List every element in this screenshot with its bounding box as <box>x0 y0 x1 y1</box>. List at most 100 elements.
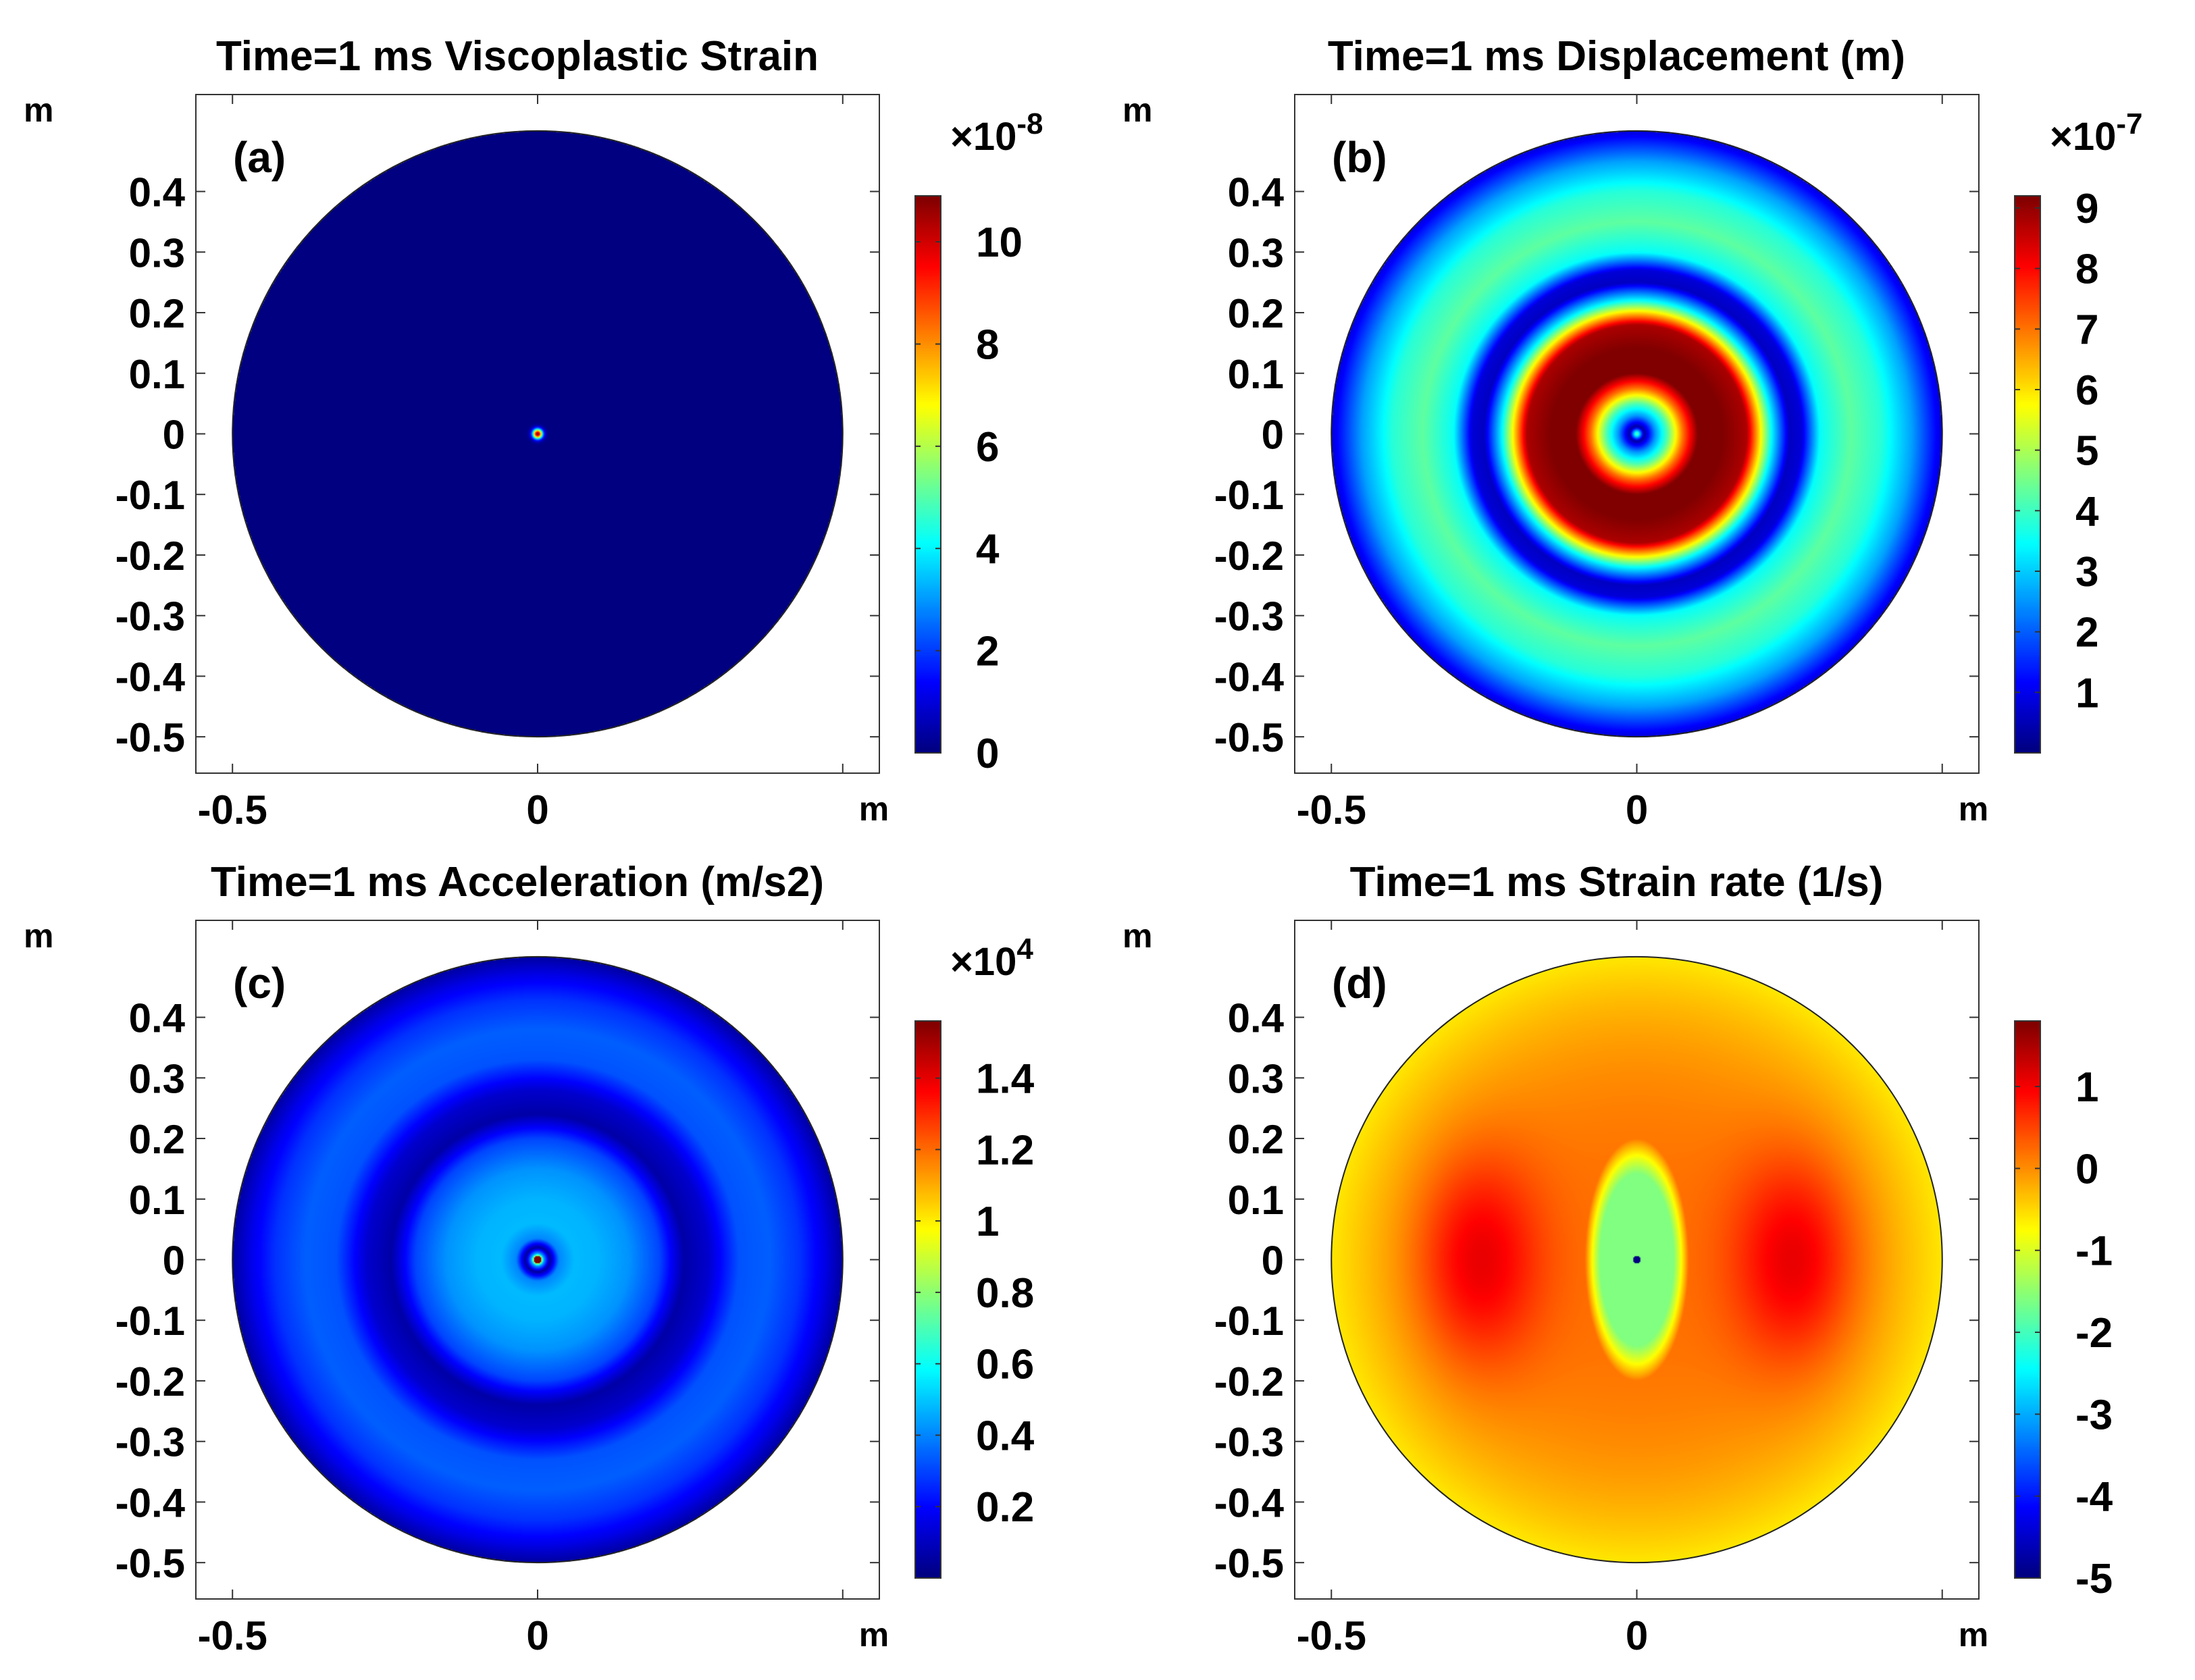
colorbar-tick-label: -5 <box>2075 1556 2113 1602</box>
colorbar-tick-label: 10 <box>976 219 1023 266</box>
colorbar-exponent-base: ×10 <box>2050 115 2116 159</box>
domain-boundary <box>1331 955 1943 1564</box>
panel-label: (c) <box>233 959 286 1007</box>
y-tick-label: -0.4 <box>115 654 186 700</box>
domain-boundary <box>1331 130 1943 738</box>
colorbar-tick-label: 0.8 <box>976 1270 1034 1317</box>
colorbar-tick-label: 9 <box>2075 186 2098 232</box>
colorbar-tick-label: 6 <box>2075 367 2098 414</box>
y-tick-label: -0.3 <box>115 594 185 639</box>
y-tick-label: 0.4 <box>1228 996 1285 1041</box>
x-tick-label: -0.5 <box>1297 787 1366 833</box>
y-tick-label: -0.2 <box>1214 1359 1284 1405</box>
colorbar-tick-label: 0.2 <box>976 1484 1034 1531</box>
x-axis-label: m <box>859 790 889 828</box>
y-tick-label: -0.5 <box>1214 1541 1284 1586</box>
y-tick-label: 0.2 <box>129 291 185 336</box>
colorbar-exponent-label: ×104 <box>950 933 1033 984</box>
y-tick-label: 0.4 <box>1228 170 1285 215</box>
x-axis-label: m <box>1959 1616 1988 1654</box>
y-axis-label: m <box>1122 917 1152 955</box>
colorbar-tick-label: 8 <box>976 321 999 368</box>
x-axis-label: m <box>859 1616 889 1654</box>
colorbar-exponent-label: ×10-7 <box>2050 107 2143 159</box>
panel-title: Time=1 ms Viscoplastic Strain <box>216 33 819 80</box>
y-tick-label: -0.1 <box>1214 1298 1284 1344</box>
colorbar-exponent-power: 4 <box>1016 933 1033 966</box>
y-tick-label: -0.2 <box>1214 533 1284 579</box>
y-tick-label: -0.3 <box>1214 1420 1284 1465</box>
panel-label: (d) <box>1332 959 1387 1007</box>
colorbar-tick-label: 0 <box>2075 1146 2098 1192</box>
y-tick-label: 0.3 <box>1228 1056 1284 1101</box>
y-tick-label: 0.2 <box>129 1117 185 1162</box>
field-image <box>232 956 843 1563</box>
y-tick-label: 0 <box>163 413 185 458</box>
field-image <box>232 130 843 737</box>
y-tick-label: -0.2 <box>115 1359 185 1405</box>
y-tick-label: -0.3 <box>115 1420 185 1465</box>
colorbar-tick-label: 3 <box>2075 549 2098 596</box>
y-tick-label: -0.1 <box>115 473 185 518</box>
y-tick-label: -0.4 <box>1214 654 1285 700</box>
colorbar-exponent-power: -7 <box>2116 107 2142 140</box>
colorbar-tick-label: 0.4 <box>976 1413 1035 1459</box>
colorbar-gradient <box>915 196 941 753</box>
y-tick-label: 0.1 <box>129 352 185 397</box>
x-tick-label: -0.5 <box>198 787 267 833</box>
y-tick-label: 0.1 <box>1228 352 1284 397</box>
panel-title: Time=1 ms Displacement (m) <box>1328 33 1905 80</box>
colorbar-tick-label: 5 <box>2075 428 2098 475</box>
colorbar-tick-label: 1 <box>2075 670 2098 716</box>
colorbar-tick-label: 1.4 <box>976 1056 1035 1103</box>
colorbar-tick-label: 4 <box>976 526 1000 573</box>
colorbar-tick-label: 1.2 <box>976 1127 1034 1174</box>
field-image <box>1331 956 1942 1563</box>
y-axis-label: m <box>1122 91 1152 129</box>
x-tick-label: -0.5 <box>1297 1613 1366 1658</box>
panel-b: Time=1 ms Displacement (m) m m 0.4 0.3 0.2 0.1… <box>1122 33 2143 833</box>
colorbar-exponent-power: -8 <box>1016 107 1043 140</box>
panel-a: Time=1 ms Viscoplastic Strain m m 0.4 0.3 0.2… <box>24 33 1043 833</box>
colorbar-exponent-label: ×10-8 <box>950 107 1043 159</box>
y-axis-label: m <box>24 917 53 955</box>
y-tick-label: 0.4 <box>129 170 186 215</box>
colorbar-tick-label: 1 <box>2075 1064 2098 1111</box>
colorbar-tick-label: 7 <box>2075 307 2098 353</box>
y-tick-label: 0.1 <box>129 1178 185 1223</box>
y-tick-label: -0.5 <box>115 715 185 760</box>
colorbar-frame <box>914 1020 941 1579</box>
y-tick-label: 0 <box>1262 413 1284 458</box>
y-tick-label: 0 <box>1262 1238 1284 1284</box>
colorbar-tick-label: 8 <box>2075 246 2098 293</box>
colorbar-gradient <box>2015 196 2040 753</box>
panel-label: (a) <box>233 133 286 182</box>
panel-title: Time=1 ms Strain rate (1/s) <box>1350 859 1884 905</box>
y-tick-label: -0.1 <box>115 1298 185 1344</box>
panel-d: Time=1 ms Strain rate (1/s) m m 0.4 0.3 0.2 0.… <box>1122 859 2113 1658</box>
x-tick-label: -0.5 <box>198 1613 267 1658</box>
colorbar-tick-label: -3 <box>2075 1392 2113 1438</box>
x-tick-label: 0 <box>526 1613 548 1658</box>
field-image <box>1331 130 1942 737</box>
colorbar-frame <box>914 195 941 754</box>
colorbar-tick-label: 0 <box>976 731 999 777</box>
colorbar-tick-label: -1 <box>2075 1228 2113 1275</box>
colorbar-frame <box>2014 195 2041 754</box>
domain-boundary <box>232 130 844 738</box>
y-tick-label: -0.1 <box>1214 473 1284 518</box>
colorbar-gradient <box>2015 1021 2040 1578</box>
y-tick-label: 0.3 <box>129 1056 185 1101</box>
y-tick-label: 0.2 <box>1228 1117 1284 1162</box>
x-tick-label: 0 <box>1626 787 1648 833</box>
colorbar-tick-label: -4 <box>2075 1474 2113 1521</box>
colorbar-exponent-base: ×10 <box>950 115 1016 159</box>
x-tick-label: 0 <box>526 787 548 833</box>
y-tick-label: 0 <box>163 1238 185 1284</box>
colorbar-tick-label: 6 <box>976 424 999 471</box>
y-axis-label: m <box>24 91 53 129</box>
colorbar-tick-label: 2 <box>2075 610 2098 656</box>
colorbar-tick-label: 0.6 <box>976 1342 1034 1388</box>
y-tick-label: 0.1 <box>1228 1178 1284 1223</box>
